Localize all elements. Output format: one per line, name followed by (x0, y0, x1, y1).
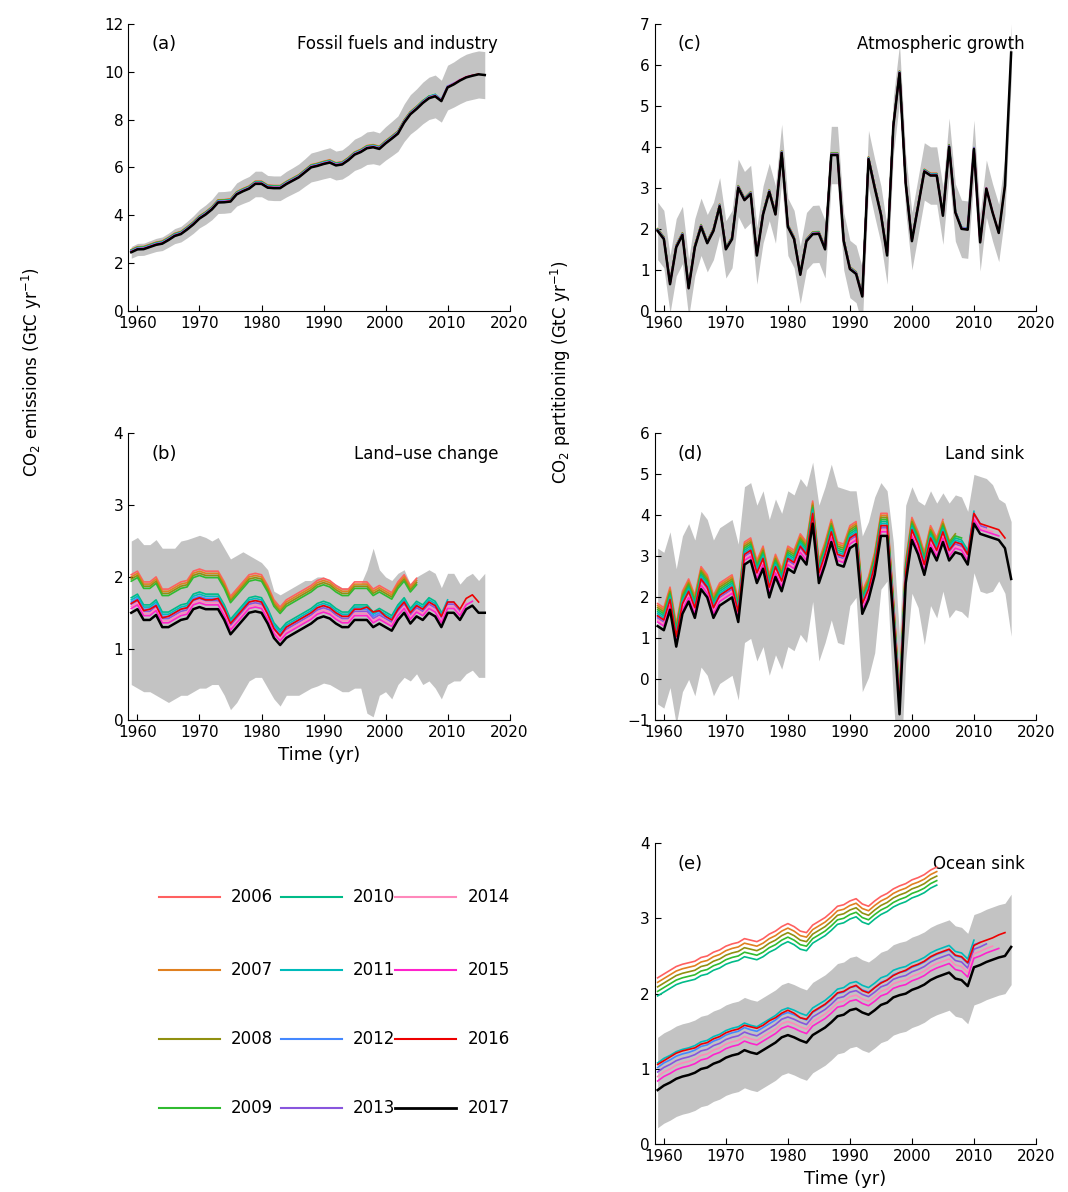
X-axis label: Time (yr): Time (yr) (278, 746, 360, 764)
Text: 2017: 2017 (468, 1099, 509, 1117)
Text: Ocean sink: Ocean sink (932, 855, 1024, 873)
Text: (d): (d) (677, 445, 703, 462)
Text: 2013: 2013 (354, 1099, 395, 1117)
Text: 2007: 2007 (231, 961, 273, 979)
Text: 2008: 2008 (231, 1030, 273, 1048)
Text: Fossil fuels and industry: Fossil fuels and industry (297, 36, 498, 54)
Text: 2006: 2006 (231, 888, 273, 906)
Text: 2010: 2010 (354, 888, 395, 906)
X-axis label: Time (yr): Time (yr) (804, 1169, 886, 1187)
Text: Atmospheric growth: Atmospheric growth (857, 36, 1024, 54)
Text: (e): (e) (677, 855, 703, 873)
Text: CO$_2$ partitioning (GtC yr$^{-1}$): CO$_2$ partitioning (GtC yr$^{-1}$) (549, 260, 572, 484)
Text: 2016: 2016 (468, 1030, 509, 1048)
Text: (c): (c) (677, 36, 702, 54)
Text: Land sink: Land sink (945, 445, 1024, 462)
Text: CO$_2$ emissions (GtC yr$^{-1}$): CO$_2$ emissions (GtC yr$^{-1}$) (20, 267, 44, 477)
Text: 2009: 2009 (231, 1099, 273, 1117)
Text: Land–use change: Land–use change (354, 445, 498, 462)
Text: 2011: 2011 (354, 961, 395, 979)
Text: 2014: 2014 (468, 888, 509, 906)
Text: 2015: 2015 (468, 961, 509, 979)
Text: 2012: 2012 (354, 1030, 395, 1048)
Text: (a): (a) (151, 36, 176, 54)
Text: (b): (b) (151, 445, 176, 462)
